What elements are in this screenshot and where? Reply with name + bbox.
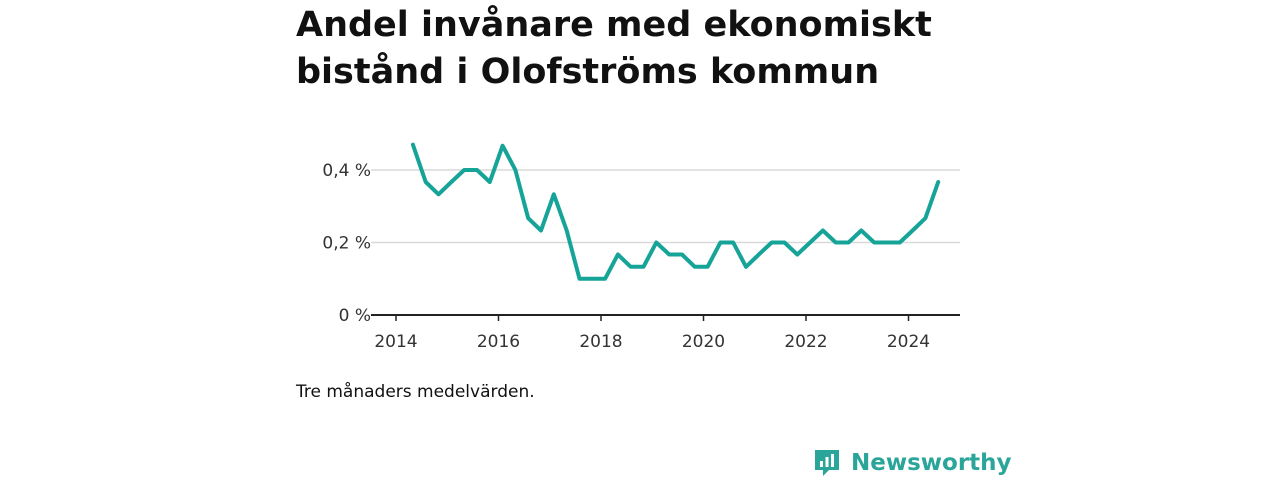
data-point [693, 265, 697, 269]
x-tick-label: 2022 [784, 332, 827, 352]
chart-title: Andel invånare med ekonomiskt bistånd i … [296, 5, 932, 92]
y-tick-label: 0 % [339, 306, 371, 326]
chart-note: Tre månaders medelvärden. [296, 382, 535, 402]
series-line [410, 142, 941, 281]
data-point [834, 241, 838, 245]
data-point [757, 252, 761, 256]
data-point [911, 229, 915, 233]
data-point [898, 241, 902, 245]
data-point [795, 252, 799, 256]
data-point [847, 241, 851, 245]
data-point [603, 277, 607, 281]
x-tick-label: 2016 [477, 332, 520, 352]
gridlines [371, 169, 960, 244]
x-tick-label: 2024 [887, 332, 930, 352]
data-point [718, 241, 722, 245]
data-point [577, 277, 581, 281]
data-point [859, 229, 863, 233]
data-point [642, 265, 646, 269]
data-point [590, 277, 594, 281]
data-point [782, 241, 786, 245]
data-point [475, 168, 479, 172]
data-point [488, 180, 492, 184]
data-point [654, 241, 658, 245]
data-point [821, 229, 825, 233]
data-point [424, 180, 428, 184]
data-point [885, 241, 889, 245]
data-point [808, 241, 812, 245]
data-point [744, 265, 748, 269]
data-point [923, 216, 927, 220]
data-point [526, 216, 530, 220]
data-point [667, 252, 671, 256]
data-point [437, 192, 441, 196]
x-tick-label: 2014 [374, 332, 417, 352]
x-tick-label: 2020 [682, 332, 725, 352]
data-point [501, 144, 505, 148]
data-point [770, 241, 774, 245]
brand-logo: Newsworthy [813, 446, 1012, 480]
data-point [539, 229, 543, 233]
data-point [872, 241, 876, 245]
data-point [462, 168, 466, 172]
data-point [731, 241, 735, 245]
data-point [706, 265, 710, 269]
data-point [629, 265, 633, 269]
data-point [565, 229, 569, 233]
data-point [680, 252, 684, 256]
y-tick-label: 0,4 % [322, 161, 371, 181]
x-axis: 2014 2016 2018 2020 2022 2024 [374, 315, 930, 352]
x-tick-label: 2018 [579, 332, 622, 352]
data-point [552, 192, 556, 196]
newsworthy-logo-icon [815, 450, 839, 476]
series [410, 142, 941, 281]
data-point [616, 252, 620, 256]
brand-name: Newsworthy [851, 450, 1012, 476]
y-tick-label: 0,2 % [322, 234, 371, 254]
data-point [449, 180, 453, 184]
y-axis: 0 % 0,2 % 0,4 % [322, 161, 371, 326]
data-point [513, 168, 517, 172]
data-point [411, 143, 415, 147]
data-point [936, 180, 940, 184]
